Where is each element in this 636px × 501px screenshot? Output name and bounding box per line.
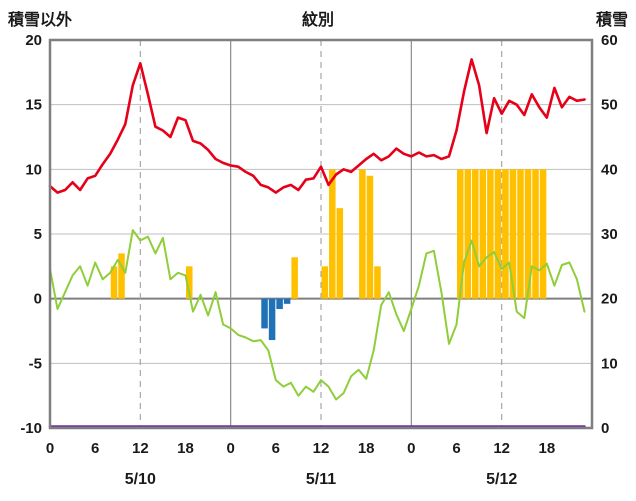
svg-text:0: 0 [46, 440, 54, 457]
svg-text:18: 18 [538, 440, 555, 457]
svg-text:0: 0 [601, 420, 609, 437]
svg-text:60: 60 [601, 32, 618, 49]
svg-text:5/10: 5/10 [125, 471, 156, 488]
svg-text:18: 18 [177, 440, 194, 457]
orange-bars [110, 169, 547, 299]
x-axis-hour-labels: 0 6 12 18 0 6 12 18 0 6 12 18 [46, 440, 555, 457]
svg-text:0: 0 [226, 440, 234, 457]
svg-text:30: 30 [601, 226, 618, 243]
svg-text:5/12: 5/12 [486, 471, 517, 488]
svg-text:10: 10 [601, 355, 618, 372]
svg-text:18: 18 [358, 440, 375, 457]
svg-text:6: 6 [452, 440, 460, 457]
left-axis-title: 積雪以外 [8, 12, 73, 29]
right-axis-tick-labels: 60 50 40 30 20 10 0 [601, 32, 618, 437]
svg-text:6: 6 [91, 440, 99, 457]
svg-text:20: 20 [25, 32, 42, 49]
right-axis-title: 積雪 [595, 12, 628, 29]
svg-text:12: 12 [313, 440, 330, 457]
svg-text:-5: -5 [29, 355, 42, 372]
svg-text:-10: -10 [20, 420, 42, 437]
green-line [49, 229, 586, 401]
plot-border [48, 38, 594, 430]
svg-text:15: 15 [25, 97, 42, 114]
svg-text:12: 12 [132, 440, 149, 457]
left-axis-tick-labels: 20 15 10 5 0 -5 -10 [20, 32, 42, 437]
blue-bars [261, 298, 291, 341]
svg-text:6: 6 [272, 440, 280, 457]
svg-text:0: 0 [407, 440, 415, 457]
svg-text:12: 12 [493, 440, 510, 457]
svg-text:5/11: 5/11 [306, 471, 336, 488]
svg-text:40: 40 [601, 161, 618, 178]
svg-text:20: 20 [601, 291, 618, 308]
x-axis-date-labels: 5/10 5/11 5/12 [125, 471, 518, 488]
svg-text:50: 50 [601, 97, 618, 114]
svg-text:5: 5 [34, 226, 42, 243]
svg-text:0: 0 [34, 291, 42, 308]
chart-title: 紋別 [301, 12, 334, 29]
temperature-line [48, 58, 586, 194]
svg-text:10: 10 [25, 161, 42, 178]
